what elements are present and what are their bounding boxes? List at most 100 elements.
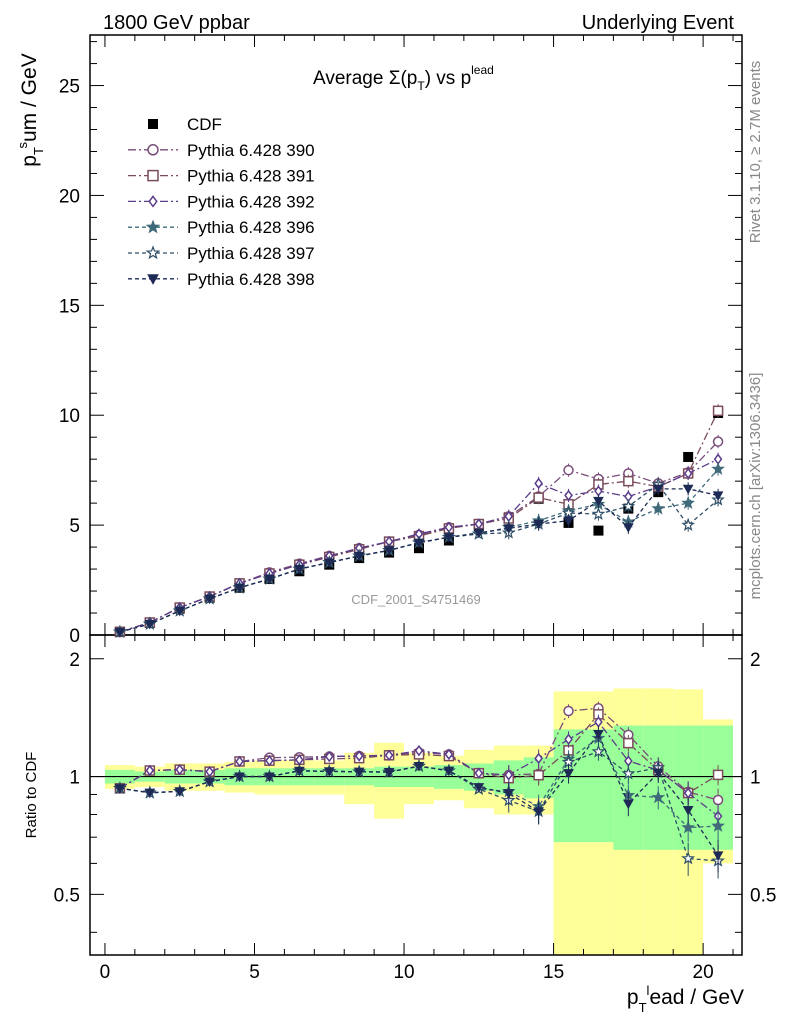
marker-triangle xyxy=(503,524,515,534)
ratio-tick-label: 0.5 xyxy=(54,885,80,906)
marker-diamond xyxy=(235,755,244,768)
marker-triangle xyxy=(353,767,365,778)
marker-star xyxy=(681,495,696,509)
marker-star xyxy=(145,219,161,234)
marker-triangle xyxy=(563,516,574,527)
legend-label-cdf: CDF xyxy=(187,115,222,134)
marker-triangle xyxy=(413,538,425,549)
marker-triangle xyxy=(593,496,604,507)
marker-square xyxy=(147,169,159,182)
x-tick-label: 15 xyxy=(543,962,564,983)
marker-triangle xyxy=(234,583,245,594)
series-line xyxy=(119,488,719,633)
marker-circle xyxy=(563,705,574,717)
marker-triangle xyxy=(144,619,156,630)
legend-label: Pythia 6.428 397 xyxy=(187,244,315,263)
marker-diamond xyxy=(504,769,514,781)
ratio-y-label: Ratio to CDF xyxy=(23,752,40,839)
legend: CDF Pythia 6.428 390 Pythia 6.428 391 Pythi… xyxy=(128,115,315,289)
marker-triangle xyxy=(443,766,455,777)
marker-triangle xyxy=(712,851,724,861)
marker-triangle xyxy=(234,772,245,783)
marker-triangle xyxy=(323,558,335,569)
marker-square-filled xyxy=(593,525,604,536)
marker-triangle xyxy=(652,768,664,779)
marker-triangle xyxy=(413,762,425,772)
marker-triangle xyxy=(622,799,634,810)
header-right: Underlying Event xyxy=(582,12,735,34)
marker-star xyxy=(621,499,636,513)
x-tick-label: 10 xyxy=(393,962,414,983)
marker-square-filled xyxy=(683,451,694,462)
x-tick-label: 20 xyxy=(693,962,714,983)
svg-text:pTsum / GeV: pTsum / GeV xyxy=(15,53,46,166)
marker-diamond xyxy=(683,787,693,799)
marker-circle xyxy=(147,144,159,156)
marker-star xyxy=(591,744,606,758)
marker-triangle xyxy=(174,787,186,797)
marker-diamond xyxy=(384,749,394,762)
marker-triangle xyxy=(144,788,156,799)
ratio-tick-label: 1 xyxy=(69,768,80,789)
marker-diamond xyxy=(145,764,155,777)
marker-diamond xyxy=(534,752,543,765)
marker-triangle xyxy=(174,606,186,617)
x-tick-label: 0 xyxy=(100,962,111,983)
y-tick-label: 25 xyxy=(59,77,80,98)
marker-diamond xyxy=(564,489,573,502)
y-tick-label: 0 xyxy=(69,626,80,647)
marker-triangle xyxy=(443,533,455,543)
x-axis-label: pTlead / GeV xyxy=(627,983,744,1015)
ratio-tick-label: 2 xyxy=(69,650,80,671)
y-tick-label: 10 xyxy=(59,406,80,427)
marker-triangle xyxy=(323,767,335,777)
marker-triangle xyxy=(264,772,275,783)
marker-triangle xyxy=(383,767,395,778)
marker-star xyxy=(591,506,606,520)
y-tick-label: 5 xyxy=(69,516,80,537)
marker-star xyxy=(145,245,161,260)
ratio-tick-label-right: 2 xyxy=(750,650,761,671)
mcplots-label: mcplots.cern.ch [arXiv:1306.3436] xyxy=(747,373,764,600)
marker-triangle xyxy=(294,766,305,777)
marker-diamond xyxy=(444,748,454,761)
ratio-bands xyxy=(104,688,734,955)
marker-triangle xyxy=(147,274,159,285)
marker-triangle xyxy=(294,564,305,575)
marker-triangle xyxy=(682,484,694,495)
y-tick-label: 20 xyxy=(59,186,80,207)
marker-triangle xyxy=(204,594,215,605)
marker-diamond xyxy=(175,763,185,776)
marker-circle xyxy=(712,436,724,447)
marker-triangle xyxy=(622,523,634,533)
marker-triangle xyxy=(114,627,126,638)
axes: 0 5 10 15 20 0 5 10 15 20 25 0.5 0.5 1 1 2 2 xyxy=(54,34,776,983)
marker-triangle xyxy=(473,783,485,793)
marker-diamond xyxy=(265,754,274,767)
y-tick-label: 15 xyxy=(59,296,80,317)
marker-triangle xyxy=(353,551,365,562)
marker-triangle xyxy=(264,574,275,585)
ratio-tick-label-right: 0.5 xyxy=(750,885,776,906)
marker-triangle xyxy=(383,546,395,556)
marker-star xyxy=(651,501,666,515)
marker-triangle xyxy=(652,484,664,495)
legend-label: Pythia 6.428 391 xyxy=(187,167,315,186)
marker-triangle xyxy=(204,777,215,788)
marker-star xyxy=(651,790,666,804)
x-tick-label: 5 xyxy=(249,962,260,983)
marker-triangle xyxy=(682,805,694,816)
legend-label: Pythia 6.428 392 xyxy=(187,192,315,211)
marker-square xyxy=(623,475,634,487)
marker-circle xyxy=(712,794,724,806)
marker-triangle xyxy=(114,784,126,794)
marker-star xyxy=(711,818,725,832)
ratio-tick-label-right: 1 xyxy=(750,768,761,789)
chart-title: Average Σ(pT) vs plead xyxy=(313,63,494,93)
marker-diamond xyxy=(534,477,543,490)
marker-square xyxy=(712,405,724,417)
marker-square xyxy=(533,492,544,503)
marker-triangle xyxy=(533,807,544,817)
